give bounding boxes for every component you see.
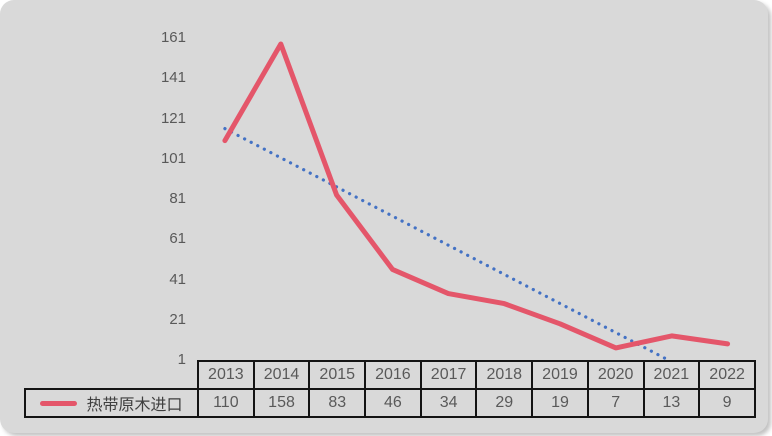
y-axis-tick-label: 1: [177, 351, 186, 368]
year-header-cell: 2017: [419, 360, 478, 390]
year-header-cell: 2015: [308, 360, 367, 390]
legend-label: 热带原木进口: [86, 397, 183, 414]
y-axis-tick-label: 141: [160, 69, 186, 87]
year-header-cell: 2019: [531, 360, 589, 390]
y-axis-tick-label: 61: [169, 230, 186, 248]
year-header-cell: 2016: [364, 360, 422, 390]
value-cell: 46: [364, 388, 422, 418]
value-cell: 83: [308, 388, 367, 418]
table-blank-corner-cell: [25, 361, 198, 389]
linear-trendline-dotted: [223, 127, 670, 362]
year-header-cell: 2021: [642, 360, 701, 390]
y-axis-tick-label: 21: [169, 310, 186, 328]
year-header-cell: 2013: [197, 360, 255, 390]
year-header-cell: 2014: [252, 360, 311, 390]
value-cell: 13: [642, 388, 701, 418]
y-axis-tick-label: 41: [169, 270, 186, 288]
value-row: 热带原木进口 110 158 83 46 34 29 19 7 13 9: [24, 388, 756, 418]
value-cell: 9: [698, 388, 756, 418]
value-cell: 19: [531, 388, 589, 418]
year-header-cell: 2020: [586, 360, 645, 390]
value-cell: 110: [197, 388, 255, 418]
year-header-cell: 2022: [698, 360, 756, 390]
value-cell: 7: [586, 388, 645, 418]
value-cell: 34: [419, 388, 478, 418]
data-table: 2013 2014 2015 2016 2017 2018 2019 2020 2021 2022…: [24, 360, 756, 418]
series-line-tropical-log-imports: [222, 41, 731, 351]
y-axis-tick-label: 81: [169, 190, 186, 207]
legend-cell: 热带原木进口: [24, 388, 199, 418]
value-cell: 29: [475, 388, 534, 418]
year-header-cell: 2018: [475, 360, 534, 390]
legend-line-swatch-icon: [40, 400, 78, 406]
y-axis-tick-label: 161: [160, 29, 186, 46]
y-axis-tick-label: 121: [160, 109, 186, 127]
y-axis-tick-label: 101: [160, 149, 186, 167]
value-cell: 158: [252, 388, 311, 418]
year-header-row: 2013 2014 2015 2016 2017 2018 2019 2020 2021 2022: [25, 360, 756, 390]
